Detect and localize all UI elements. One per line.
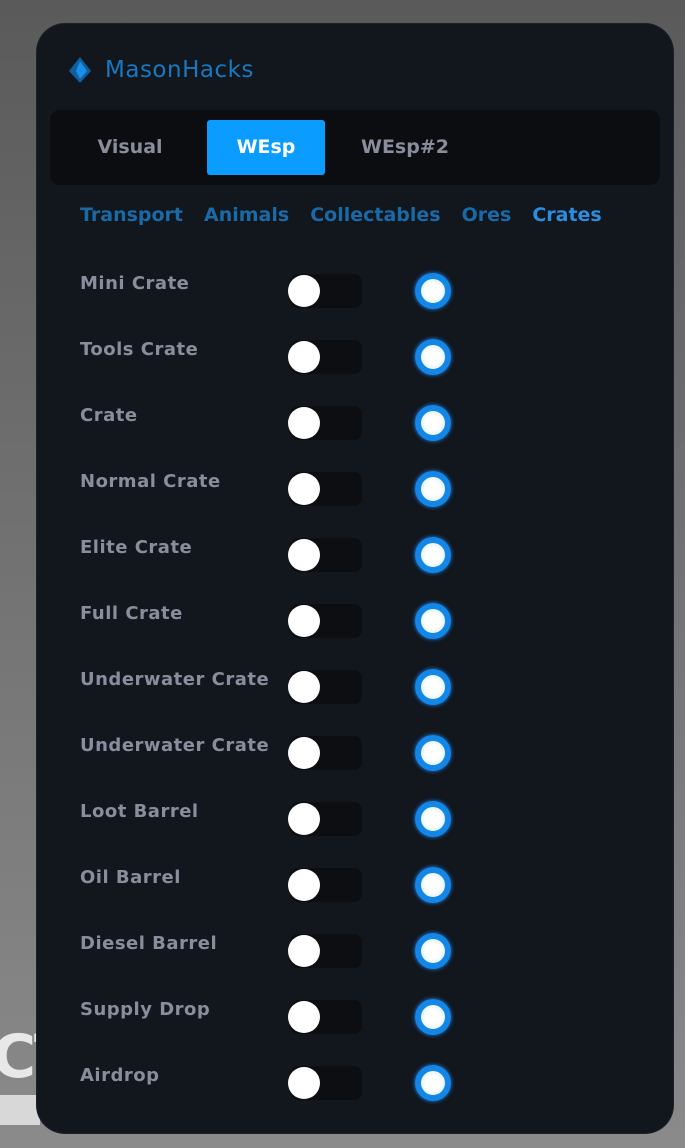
radio-button[interactable] — [415, 537, 451, 573]
radio-button[interactable] — [415, 735, 451, 771]
list-item: Loot Barrel — [80, 801, 640, 850]
toggle-knob[interactable] — [288, 935, 320, 967]
list-item: Full Crate — [80, 603, 640, 652]
menu-panel: MasonHacks Visual WEsp WEsp#2 Transport … — [37, 24, 673, 1133]
tab-wesp2[interactable]: WEsp#2 — [361, 136, 449, 158]
toggle-knob[interactable] — [288, 275, 320, 307]
radio-button[interactable] — [415, 933, 451, 969]
list-item: Elite Crate — [80, 537, 640, 586]
app-title: MasonHacks — [105, 57, 254, 83]
item-label: Elite Crate — [80, 537, 193, 558]
radio-button[interactable] — [415, 999, 451, 1035]
list-item: Tools Crate — [80, 339, 640, 388]
subtab-ores[interactable]: Ores — [461, 204, 512, 226]
background-element — [0, 1095, 40, 1125]
item-label: Tools Crate — [80, 339, 199, 360]
list-item: Crate — [80, 405, 640, 454]
item-label: Mini Crate — [80, 273, 190, 294]
toggle-knob[interactable] — [288, 803, 320, 835]
radio-button[interactable] — [415, 669, 451, 705]
diamond-flame-icon — [69, 57, 91, 83]
subtab-transport[interactable]: Transport — [80, 204, 184, 226]
toggle-knob[interactable] — [288, 407, 320, 439]
item-label: Underwater Crate — [80, 735, 270, 756]
list-item: Supply Drop — [80, 999, 640, 1048]
tab-wesp[interactable]: WEsp — [207, 120, 325, 175]
radio-button[interactable] — [415, 273, 451, 309]
toggle-knob[interactable] — [288, 539, 320, 571]
tab-visual[interactable]: Visual — [97, 136, 163, 158]
subtab-bar: Transport Animals Collectables Ores Crat… — [80, 204, 602, 226]
toggle-knob[interactable] — [288, 737, 320, 769]
subtab-crates[interactable]: Crates — [532, 204, 602, 226]
toggle-knob[interactable] — [288, 1067, 320, 1099]
item-label: Diesel Barrel — [80, 933, 218, 954]
toggle-knob[interactable] — [288, 473, 320, 505]
subtab-collectables[interactable]: Collectables — [310, 204, 441, 226]
radio-button[interactable] — [415, 1065, 451, 1101]
radio-button[interactable] — [415, 867, 451, 903]
tab-bar: Visual WEsp WEsp#2 — [50, 110, 660, 185]
list-item: Diesel Barrel — [80, 933, 640, 982]
subtab-animals[interactable]: Animals — [204, 204, 290, 226]
item-label: Loot Barrel — [80, 801, 199, 822]
list-item: Underwater Crate — [80, 669, 640, 718]
brand: MasonHacks — [67, 56, 254, 84]
toggle-knob[interactable] — [288, 605, 320, 637]
radio-button[interactable] — [415, 471, 451, 507]
list-item: Mini Crate — [80, 273, 640, 322]
toggle-knob[interactable] — [288, 1001, 320, 1033]
list-item: Normal Crate — [80, 471, 640, 520]
toggle-knob[interactable] — [288, 869, 320, 901]
radio-button[interactable] — [415, 339, 451, 375]
radio-button[interactable] — [415, 801, 451, 837]
item-label: Oil Barrel — [80, 867, 181, 888]
item-label: Normal Crate — [80, 471, 221, 492]
item-label: Supply Drop — [80, 999, 211, 1020]
radio-button[interactable] — [415, 603, 451, 639]
item-label: Underwater Crate — [80, 669, 270, 690]
list-item: Airdrop — [80, 1065, 640, 1114]
item-label: Airdrop — [80, 1065, 160, 1086]
toggle-knob[interactable] — [288, 341, 320, 373]
item-label: Crate — [80, 405, 138, 426]
list-item: Underwater Crate — [80, 735, 640, 784]
toggle-knob[interactable] — [288, 671, 320, 703]
radio-button[interactable] — [415, 405, 451, 441]
list-item: Oil Barrel — [80, 867, 640, 916]
item-label: Full Crate — [80, 603, 183, 624]
